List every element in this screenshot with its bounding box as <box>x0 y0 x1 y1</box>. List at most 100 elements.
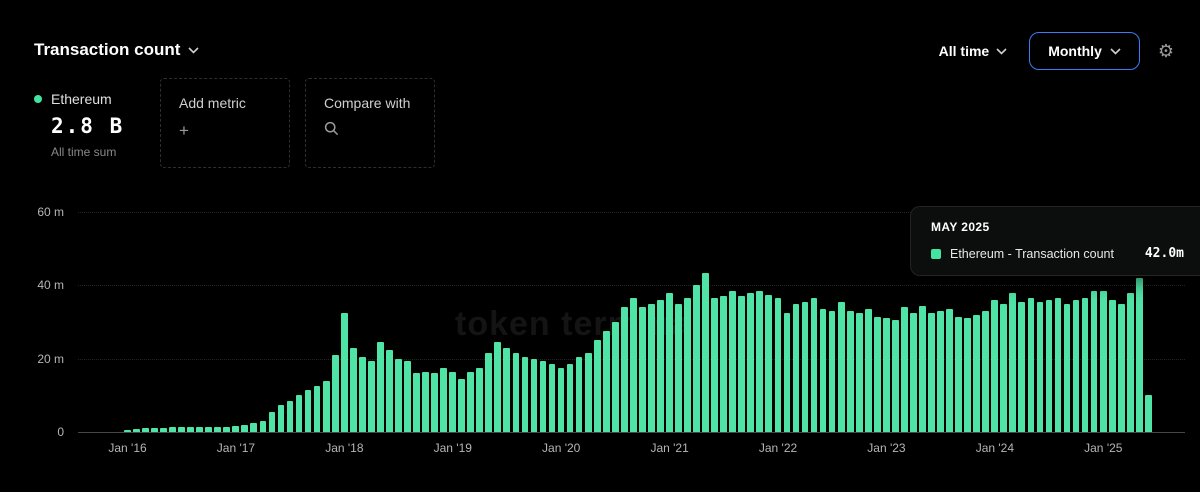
bar[interactable] <box>783 312 791 432</box>
bar[interactable] <box>1045 300 1053 432</box>
bar[interactable] <box>846 311 854 432</box>
bar[interactable] <box>828 311 836 432</box>
bar[interactable] <box>864 309 872 432</box>
bar[interactable] <box>376 342 384 432</box>
bar[interactable] <box>792 303 800 432</box>
interval-dropdown[interactable]: Monthly <box>1029 32 1140 70</box>
bar[interactable] <box>331 355 339 432</box>
bar[interactable] <box>964 318 971 432</box>
bar[interactable] <box>178 426 185 432</box>
bar[interactable] <box>151 427 158 432</box>
bar[interactable] <box>873 316 881 432</box>
bar[interactable] <box>458 378 466 432</box>
bar[interactable] <box>503 347 511 432</box>
time-range-dropdown[interactable]: All time <box>935 35 1012 67</box>
bar[interactable] <box>1135 278 1143 432</box>
bar[interactable] <box>819 309 827 432</box>
bar[interactable] <box>530 358 538 432</box>
bar[interactable] <box>512 353 520 432</box>
bar[interactable] <box>214 426 222 432</box>
bar[interactable] <box>494 342 502 432</box>
bar[interactable] <box>241 425 249 432</box>
bar[interactable] <box>729 290 737 432</box>
bar[interactable] <box>648 303 655 432</box>
bar[interactable] <box>629 298 637 432</box>
bar[interactable] <box>801 301 809 432</box>
metric-title-dropdown[interactable]: Transaction count <box>34 40 199 60</box>
bar[interactable] <box>910 312 917 432</box>
bar[interactable] <box>250 423 258 432</box>
bar[interactable] <box>991 300 999 432</box>
bar[interactable] <box>548 364 556 432</box>
bar[interactable] <box>286 400 294 432</box>
bar[interactable] <box>810 298 818 432</box>
bar[interactable] <box>1054 298 1062 432</box>
bar[interactable] <box>449 371 456 432</box>
bar[interactable] <box>395 358 402 432</box>
bar[interactable] <box>404 360 411 432</box>
add-metric-button[interactable]: Add metric + <box>160 78 290 168</box>
bar[interactable] <box>1072 300 1080 432</box>
bar[interactable] <box>223 426 231 432</box>
bar[interactable] <box>295 395 303 432</box>
bar[interactable] <box>485 353 493 432</box>
bar[interactable] <box>187 427 194 432</box>
bar[interactable] <box>711 298 718 432</box>
bar[interactable] <box>1081 298 1089 432</box>
bar[interactable] <box>738 296 746 432</box>
bar[interactable] <box>702 272 709 432</box>
bar[interactable] <box>593 340 601 432</box>
bar[interactable] <box>340 312 348 432</box>
bar[interactable] <box>611 322 619 432</box>
bar[interactable] <box>919 305 926 432</box>
bar[interactable] <box>440 367 447 432</box>
bar[interactable] <box>639 307 646 432</box>
bar[interactable] <box>946 309 953 432</box>
bar[interactable] <box>837 301 845 432</box>
bar[interactable] <box>304 389 312 432</box>
bar[interactable] <box>1063 303 1071 432</box>
bar[interactable] <box>539 360 547 432</box>
series-name[interactable]: Ethereum <box>51 91 112 107</box>
bar[interactable] <box>566 364 574 432</box>
bar[interactable] <box>1018 301 1026 432</box>
bar[interactable] <box>386 349 393 432</box>
bar[interactable] <box>169 427 176 432</box>
bar[interactable] <box>602 331 610 432</box>
bar[interactable] <box>756 290 764 432</box>
bar[interactable] <box>349 347 357 432</box>
bar[interactable] <box>124 429 131 432</box>
bar[interactable] <box>882 318 890 432</box>
bar[interactable] <box>720 296 728 432</box>
bar[interactable] <box>765 294 773 432</box>
bar[interactable] <box>259 421 267 432</box>
bar[interactable] <box>955 316 962 432</box>
bar[interactable] <box>928 312 935 432</box>
bar[interactable] <box>982 311 990 432</box>
bar[interactable] <box>322 380 330 432</box>
bar[interactable] <box>774 298 782 432</box>
bar[interactable] <box>620 307 628 432</box>
bar[interactable] <box>657 300 664 432</box>
bar[interactable] <box>937 311 944 432</box>
bar[interactable] <box>855 312 863 432</box>
bar[interactable] <box>268 411 276 432</box>
bar[interactable] <box>422 371 429 432</box>
bar[interactable] <box>747 292 755 432</box>
bar[interactable] <box>1090 290 1098 432</box>
bar[interactable] <box>358 356 366 432</box>
bar[interactable] <box>476 367 484 432</box>
bar[interactable] <box>413 373 420 432</box>
bar[interactable] <box>693 285 700 432</box>
bar[interactable] <box>891 320 899 432</box>
bar[interactable] <box>584 353 592 432</box>
bar[interactable] <box>431 373 438 432</box>
bar[interactable] <box>557 367 565 432</box>
bar[interactable] <box>973 314 981 432</box>
gear-icon[interactable]: ⚙ <box>1157 41 1174 61</box>
bar[interactable] <box>133 429 140 432</box>
bar[interactable] <box>575 356 583 432</box>
bar[interactable] <box>160 427 167 432</box>
bar[interactable] <box>1144 395 1152 432</box>
bar[interactable] <box>1000 303 1008 432</box>
